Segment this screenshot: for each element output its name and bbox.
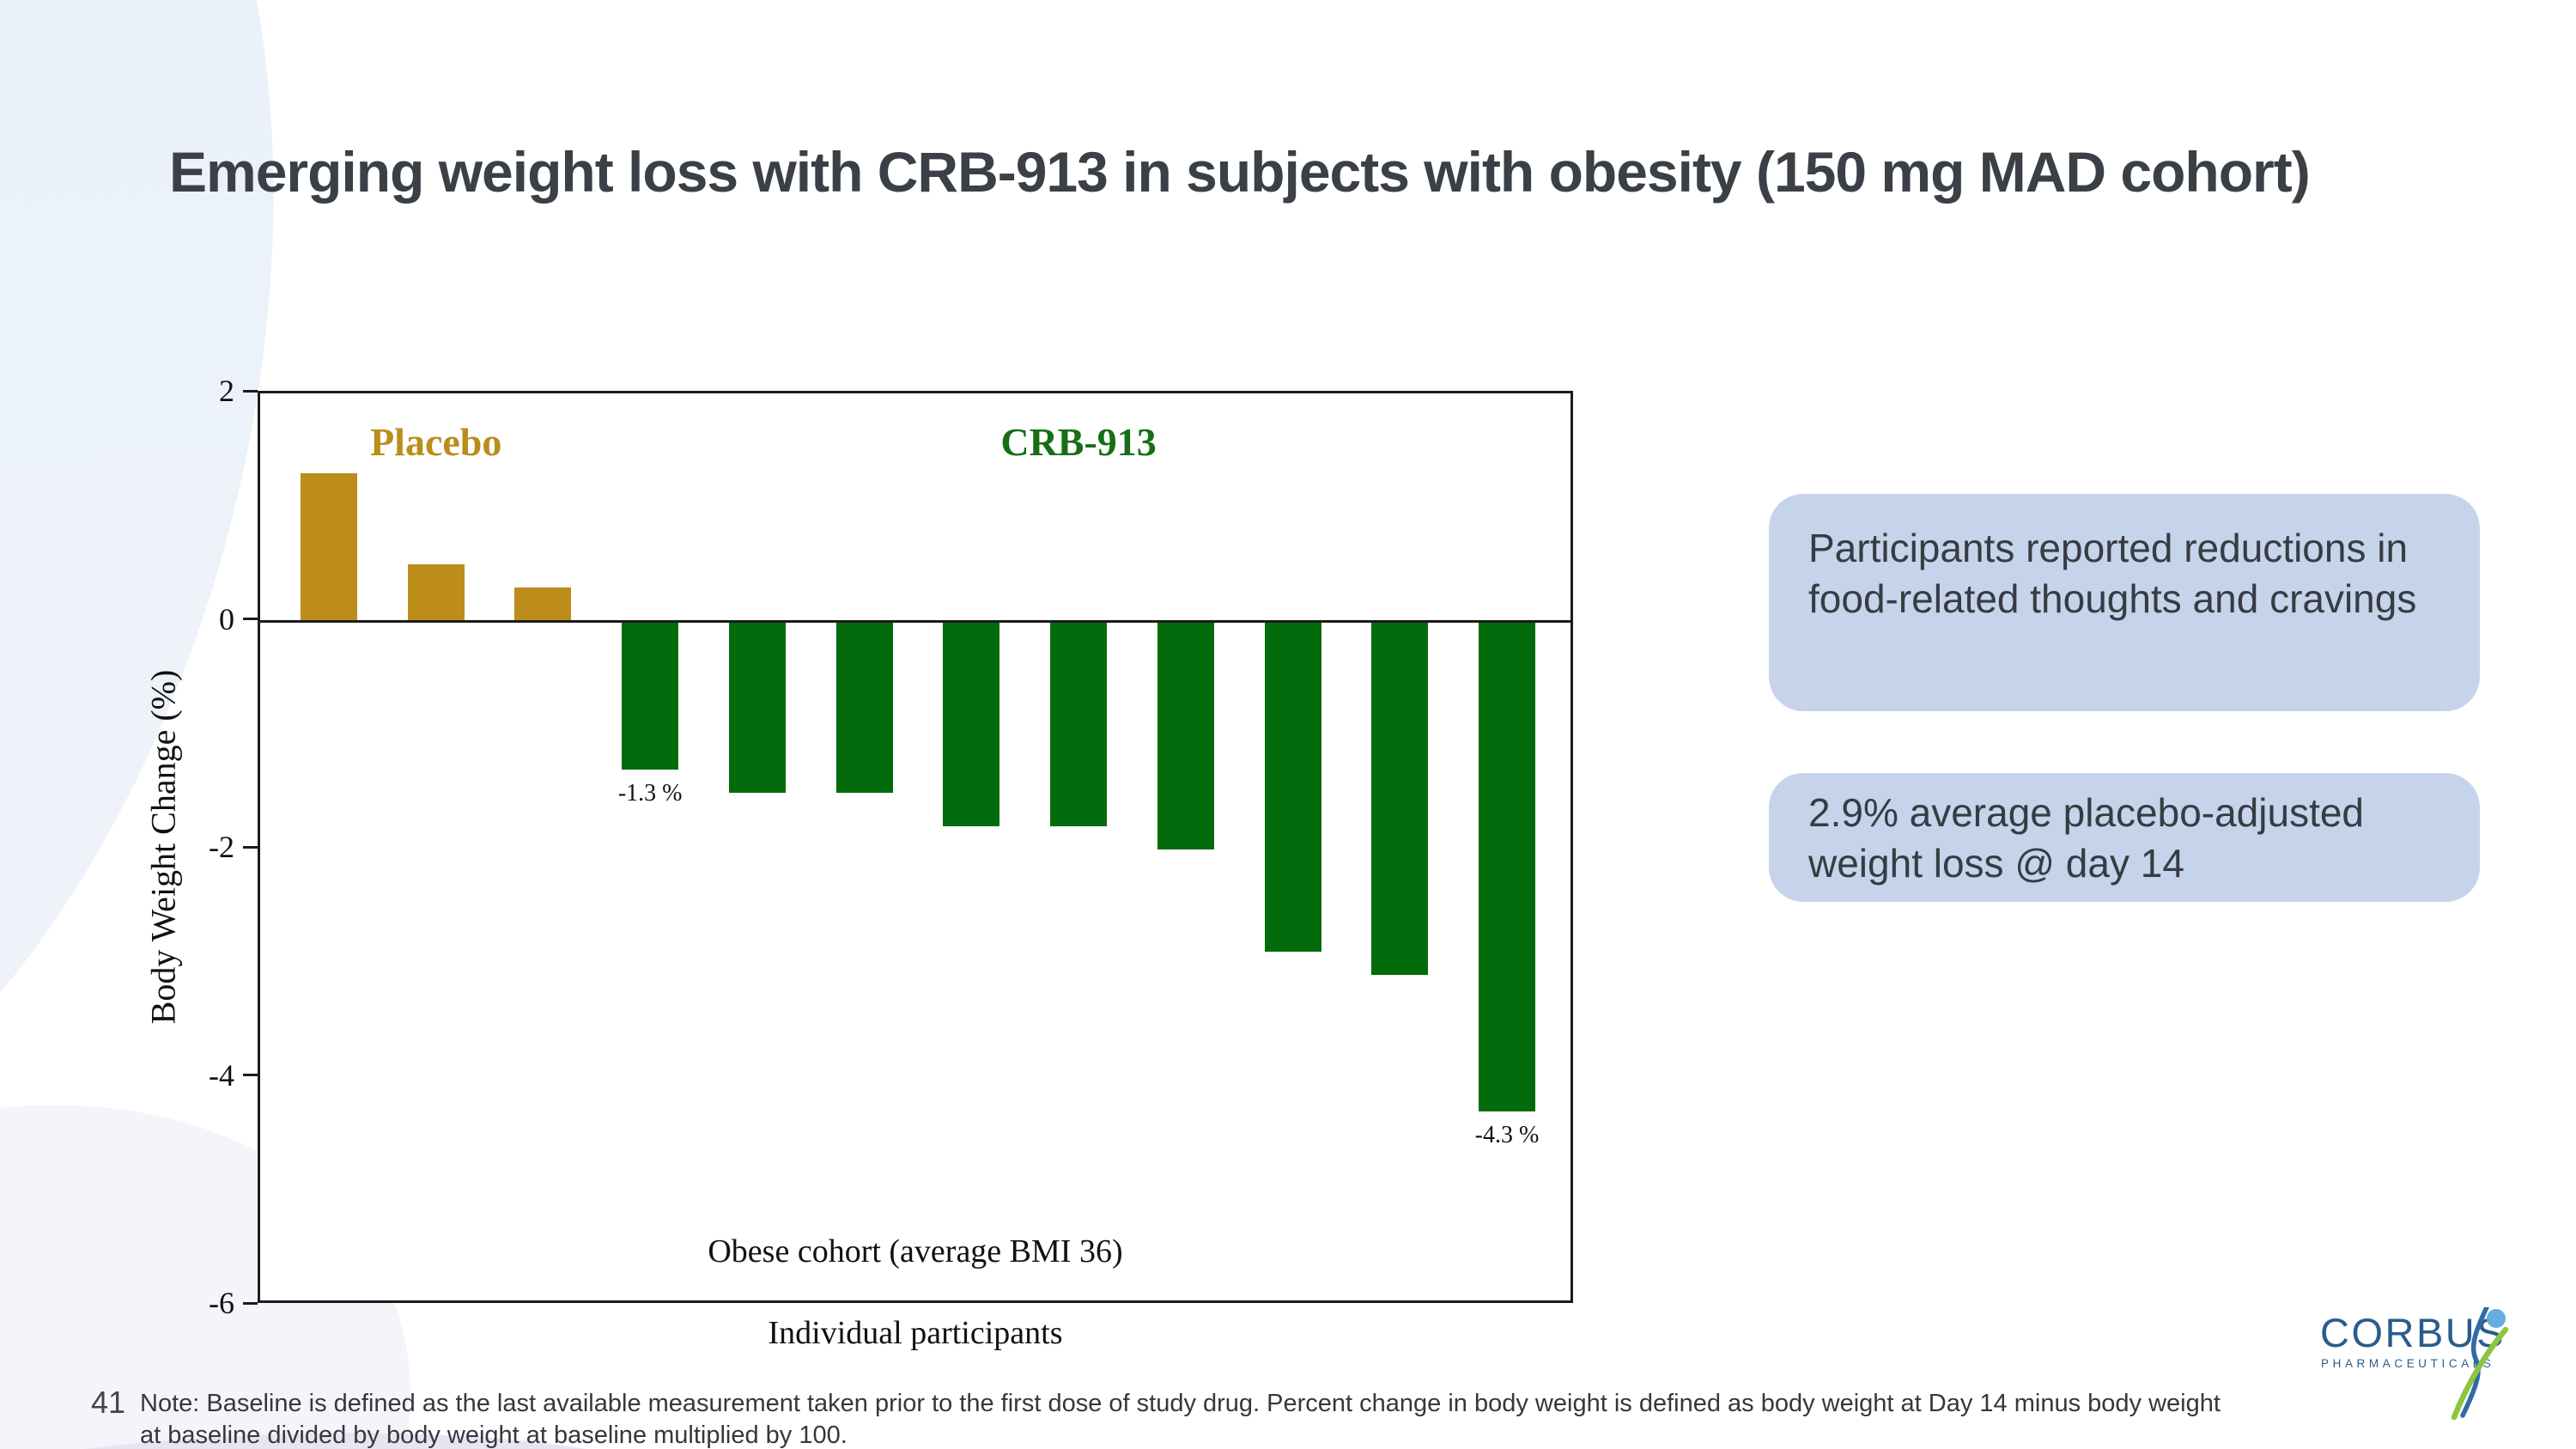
y-tick-label: 0	[219, 601, 234, 636]
logo-dot	[2487, 1309, 2506, 1328]
y-tick-mark	[243, 845, 258, 849]
logo-green-swoosh	[2451, 1326, 2509, 1421]
bar-participant	[514, 587, 572, 622]
bar-participant	[728, 621, 786, 793]
bar-participant	[301, 472, 357, 622]
callout-cravings: Participants reported reductions in food…	[1769, 494, 2480, 711]
bar-participant	[835, 621, 893, 793]
series-label-placebo: Placebo	[370, 420, 502, 464]
page-number: 41	[91, 1385, 126, 1420]
plot-area: Obese cohort (average BMI 36) 2 0 -2 -4 -6 Pl…	[209, 374, 1573, 1320]
bar-value-annotation: -4.3 %	[1474, 1122, 1540, 1149]
y-tick-label: 2	[219, 374, 234, 408]
cohort-label: Obese cohort (average BMI 36)	[708, 1233, 1123, 1269]
x-axis-label: Individual participants	[768, 1315, 1063, 1351]
footnote: Note: Baseline is defined as the last av…	[140, 1390, 2221, 1449]
y-tick-label: -2	[209, 830, 234, 864]
bar-value-annotation: -1.3 %	[617, 780, 683, 807]
corbus-logo: CORBUS PHARMACEUTICALS	[2320, 1307, 2509, 1421]
callout-weight-loss: 2.9% average placebo-adjusted weight los…	[1769, 773, 2480, 902]
y-tick-mark	[243, 618, 258, 620]
bar-participant	[1479, 621, 1535, 1112]
page-title: Emerging weight loss with CRB-913 in sub…	[169, 140, 2311, 204]
logo-blue-swoosh	[2460, 1307, 2489, 1418]
bar-participant	[1157, 621, 1214, 849]
bar-participant	[407, 564, 465, 622]
y-tick-label: -4	[209, 1057, 234, 1093]
y-tick-label: -6	[209, 1286, 234, 1320]
series-label-crb-913: CRB-913	[1000, 420, 1157, 464]
y-tick-mark	[243, 1074, 258, 1076]
bar-participant	[943, 621, 1000, 827]
y-tick-mark	[243, 389, 258, 393]
zero-baseline	[260, 620, 1571, 623]
bar-participant	[622, 621, 679, 770]
logo-subtitle: PHARMACEUTICALS	[2321, 1357, 2495, 1370]
y-tick-mark	[243, 1301, 258, 1305]
bar-participant	[1264, 621, 1321, 953]
bar-participant	[1050, 621, 1108, 827]
bar-participant	[1371, 621, 1429, 976]
